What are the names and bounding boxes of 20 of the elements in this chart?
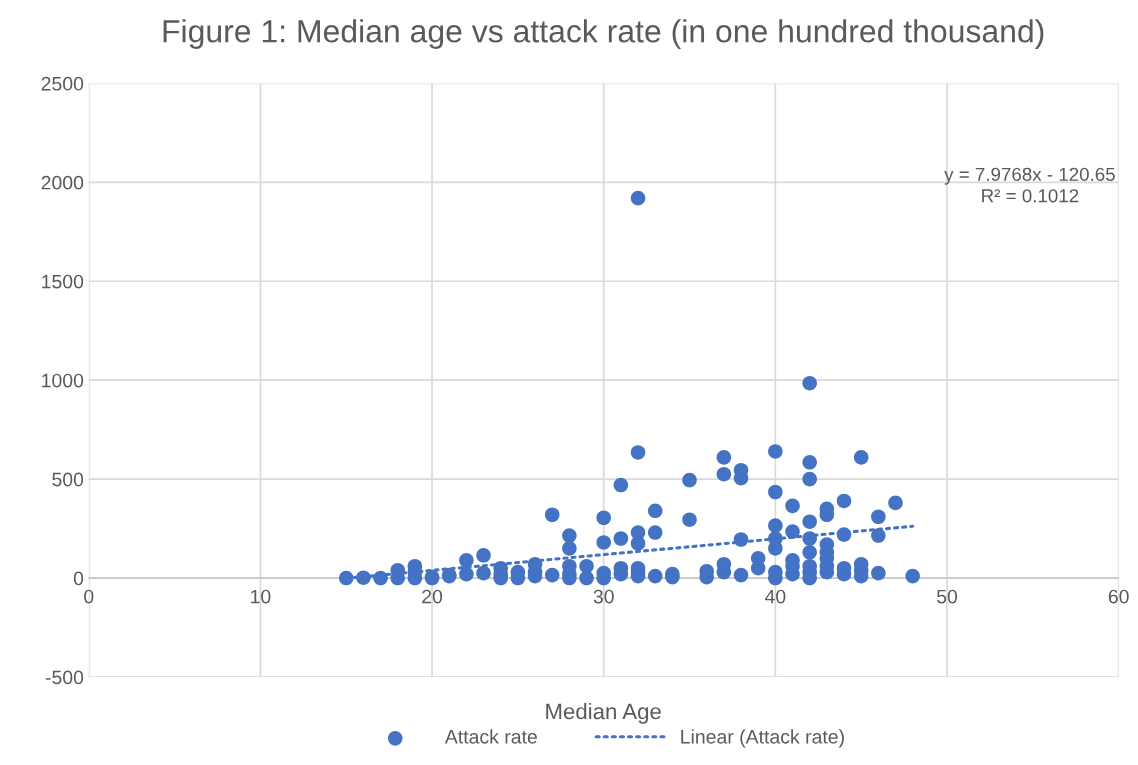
x-axis-title: Median Age [546, 703, 661, 724]
x-tick-label: 0 [84, 589, 94, 604]
y-tick-label: 500 [52, 472, 84, 487]
annotation: y = 7.9768x - 120.65 [944, 167, 1115, 185]
x-tick-label: 60 [1108, 589, 1129, 604]
x-tick-label: 30 [593, 589, 614, 604]
x-tick-label: 40 [764, 589, 786, 604]
legend-label: Attack rate [444, 729, 537, 744]
x-tick-label: 50 [936, 589, 958, 604]
y-tick-label: -500 [45, 670, 84, 685]
y-tick-label: 2500 [41, 76, 84, 91]
legend-label: Linear (Attack rate) [681, 729, 844, 748]
chart-title: Figure 1: Median age vs attack rate (in one hundred thousand) [163, 19, 1044, 49]
x-tick-label: 20 [422, 589, 443, 604]
y-tick-label: 2000 [41, 175, 84, 190]
annotation: R² = 0.1012 [982, 189, 1079, 203]
x-tick-label: 10 [251, 589, 271, 604]
y-tick-label: 0 [73, 571, 84, 586]
y-tick-label: 1500 [42, 274, 84, 289]
y-tick-label: 1000 [42, 373, 84, 388]
